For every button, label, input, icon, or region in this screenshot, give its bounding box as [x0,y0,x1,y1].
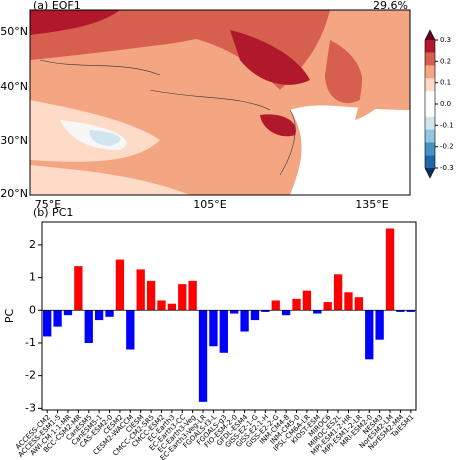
map-field [30,10,410,195]
bar [333,274,343,311]
bar [178,284,187,311]
bar [136,269,145,311]
map-lon-labels: 75°E 105°E 135°E [35,198,389,211]
bar [271,300,280,311]
colorbar: 0.3 0.2 0.1 0.0 -0.1 -0.2 -0.3 [424,29,454,179]
bar [94,310,104,321]
bar [292,298,301,311]
colorbar-segment [425,155,435,168]
bar [302,290,312,311]
bar [354,297,364,311]
colorbar-tick-label: 0.3 [440,36,451,44]
bar [209,310,218,347]
bar [406,310,415,312]
bar [84,310,93,343]
plot-frame [41,221,417,411]
colorbar-tick-label: -0.3 [440,164,454,172]
colorbar-segment [425,78,435,92]
bar [281,310,291,316]
lon-label: 75°E [35,198,61,211]
bar [198,310,208,402]
bar [396,310,405,312]
bar [375,310,384,340]
colorbar-segment [425,104,435,117]
bar [53,310,62,327]
bar [43,310,52,337]
colorbar-segment [425,65,435,79]
colorbar-segment [425,142,435,156]
bar [250,310,260,321]
lat-label: 30°N [0,134,28,147]
bar-chart: (b) PC1PC-3-2-1012ACCESS-CM2ACCESS-ESM1-… [3,206,417,460]
lon-label: 105°E [193,198,226,211]
colorbar-segment [425,40,435,53]
bar [188,280,197,311]
bar [105,310,114,317]
bar [385,228,395,311]
bar [365,310,374,360]
lon-label: 135°E [355,198,388,211]
y-tick-label: -1 [25,336,36,349]
bar [240,310,249,332]
bar [167,303,177,311]
bar [126,310,135,350]
map-lat-labels: 50°N 40°N 30°N 20°N [0,25,28,200]
bar [63,310,73,316]
colorbar-segment [425,91,435,104]
colorbar-tick-label: -0.1 [440,121,454,129]
colorbar-segment [425,52,435,66]
bar [261,310,270,312]
bar [115,259,125,311]
bar [313,310,322,314]
lat-label: 50°N [0,25,28,38]
bar [344,292,353,311]
y-tick-label: 0 [29,303,36,316]
bar [323,302,332,311]
colorbar-top [425,30,435,40]
colorbar-tick-label: -0.2 [440,143,454,151]
colorbar-segment [425,129,435,143]
lat-label: 40°N [0,80,28,93]
colorbar-tick-label: 0.1 [440,79,451,87]
y-tick-label: -3 [25,401,36,414]
y-axis-label: PC [3,309,16,324]
map-frame [29,9,411,196]
y-tick-label: 1 [29,271,36,284]
y-tick-label: -2 [25,369,36,382]
bar [157,300,166,311]
colorbar-segment [425,116,435,130]
bar [230,310,239,314]
map-title: (a) EOF1 [33,0,81,12]
bar [74,266,83,311]
map-variance: 29.6% [373,0,408,12]
y-tick-label: 2 [29,238,36,251]
chart-title: (b) PC1 [33,206,73,219]
bar [219,310,228,353]
lat-label: 20°N [0,187,28,200]
colorbar-tick-label: 0.0 [440,100,451,108]
colorbar-bottom [425,168,435,178]
colorbar-tick-label: 0.2 [440,57,451,65]
bar [146,280,156,311]
